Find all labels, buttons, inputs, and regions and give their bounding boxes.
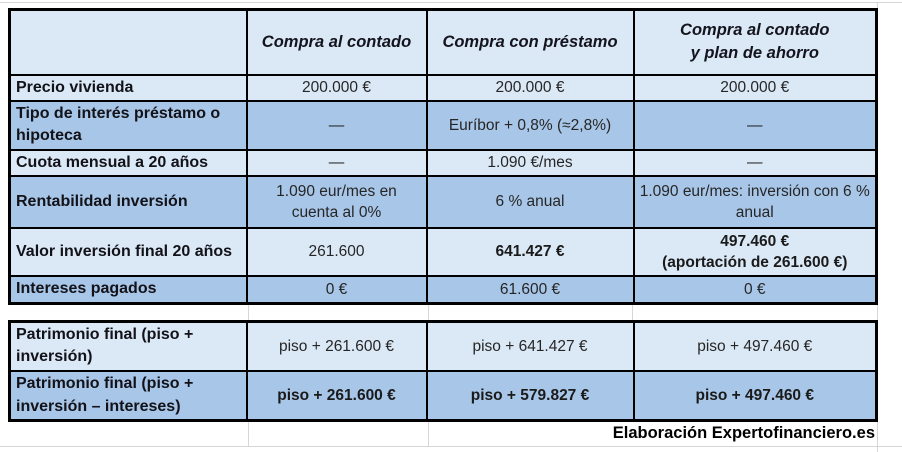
row-label: Rentabilidad inversión [8,175,248,230]
cell-value: piso + 261.600 € [245,369,428,422]
cell-value: piso + 579.827 € [425,369,635,422]
table-row-valor-inversion: Valor inversión final 20 años 261.600 64… [8,227,878,278]
row-label: Precio vivienda [8,73,248,102]
cell-value: 200.000 € [632,73,878,102]
row-label: Valor inversión final 20 años [8,227,248,278]
row-label: Intereses pagados [8,275,248,305]
column-header-compra-con-prestamo: Compra con préstamo [425,8,635,76]
grid-line-footer-2 [428,421,429,446]
cell-value: 6 % anual [425,175,635,230]
table-row-cuota-mensual: Cuota mensual a 20 años — 1.090 €/mes — [8,148,878,178]
row-label: Tipo de interés préstamo o hipoteca [8,99,248,151]
table-row-rentabilidad: Rentabilidad inversión 1.090 eur/mes en … [8,175,878,230]
grid-line-top [0,2,902,3]
column-header-compra-contado-plan-ahorro: Compra al contado y plan de ahorro [632,8,878,76]
grid-line-footer-1 [248,421,249,446]
row-label: Patrimonio final (piso + inversión) [8,320,248,372]
table-row-tipo-interes: Tipo de interés préstamo o hipoteca — Eu… [8,99,878,151]
row-label: Patrimonio final (piso + inversión – int… [8,369,248,422]
table-row-intereses-pagados: Intereses pagados 0 € 61.600 € 0 € [8,275,878,305]
cell-value: 0 € [632,275,878,305]
table-row-precio-vivienda: Precio vivienda 200.000 € 200.000 € 200.… [8,73,878,102]
cell-value: 1.090 eur/mes: inversión con 6 % anual [632,175,878,230]
cell-value: — [632,99,878,151]
cell-value: 200.000 € [425,73,635,102]
cell-value: piso + 497.460 € [632,320,878,372]
cell-value: piso + 261.600 € [245,320,428,372]
cell-value: 1.090 €/mes [425,148,635,178]
grid-line-bottom [0,446,902,447]
grid-line-gap-2 [428,299,429,320]
cell-value: 261.600 [245,227,428,278]
summary-table: Patrimonio final (piso + inversión) piso… [8,320,878,423]
cell-value: 497.460 € (aportación de 261.600 €) [632,227,878,278]
row-label: Cuota mensual a 20 años [8,148,248,178]
table-row-patrimonio-final-menos-intereses: Patrimonio final (piso + inversión – int… [8,369,878,422]
cell-value: 1.090 eur/mes en cuenta al 0% [245,175,428,230]
cell-value: piso + 497.460 € [632,369,878,422]
cell-value: 200.000 € [245,73,428,102]
grid-line-gap-3 [632,299,633,320]
header-row: Compra al contado Compra con préstamo Co… [8,8,878,76]
cell-value: — [245,148,428,178]
cell-value: — [632,148,878,178]
table-row-patrimonio-final: Patrimonio final (piso + inversión) piso… [8,320,878,372]
cell-value: piso + 641.427 € [425,320,635,372]
cell-value: — [245,99,428,151]
cell-value: Euríbor + 0,8% (≈2,8%) [425,99,635,151]
comparison-table: Compra al contado Compra con préstamo Co… [8,8,878,305]
cell-value: 0 € [245,275,428,305]
cell-value: 641.427 € [425,227,635,278]
column-header-compra-al-contado: Compra al contado [245,8,428,76]
corner-cell [8,8,248,76]
attribution-text: Elaboración Expertofinanciero.es [612,424,875,442]
cell-value: 61.600 € [425,275,635,305]
grid-line-gap-1 [248,299,249,320]
